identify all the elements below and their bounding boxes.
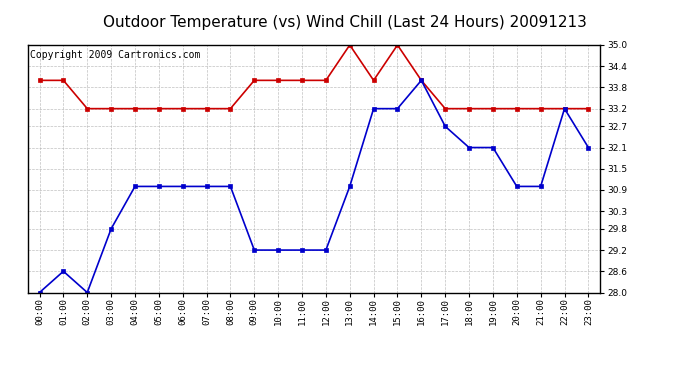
Text: Copyright 2009 Cartronics.com: Copyright 2009 Cartronics.com xyxy=(30,50,201,60)
Text: Outdoor Temperature (vs) Wind Chill (Last 24 Hours) 20091213: Outdoor Temperature (vs) Wind Chill (Las… xyxy=(103,15,587,30)
